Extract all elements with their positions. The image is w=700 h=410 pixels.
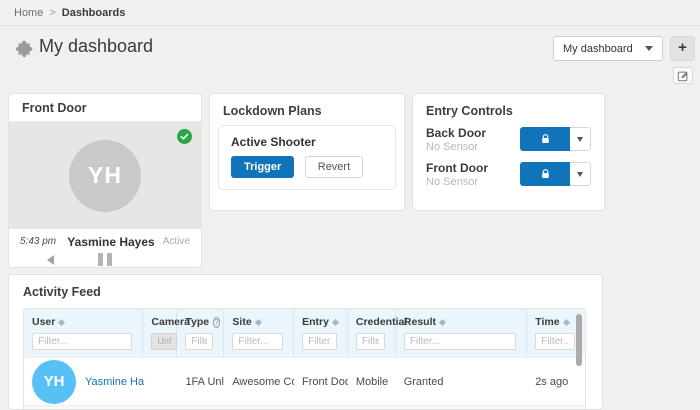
cell-type: 1FA Unlock xyxy=(185,375,224,388)
entry-name: Back Door xyxy=(426,126,487,140)
page-title: My dashboard xyxy=(39,36,154,56)
breadcrumb-separator: > xyxy=(49,6,56,19)
user-filter-input[interactable] xyxy=(32,333,133,350)
site-filter-input[interactable] xyxy=(232,333,284,350)
lock-options-button[interactable] xyxy=(570,162,591,186)
entry-filter-input[interactable] xyxy=(302,333,337,350)
front-door-title: Front Door xyxy=(9,94,201,122)
lockdown-plans-card: Lockdown Plans Active Shooter Trigger Re… xyxy=(209,93,405,211)
lock-button[interactable] xyxy=(520,127,570,151)
cell-site: Awesome Corp xyxy=(232,375,294,388)
column-header-user[interactable]: User xyxy=(32,316,138,328)
camera-feed[interactable]: YH xyxy=(9,122,201,229)
sort-icon xyxy=(58,318,66,326)
type-filter-input[interactable] xyxy=(185,333,214,350)
chevron-down-icon xyxy=(645,46,653,51)
breadcrumb-current: Dashboards xyxy=(61,6,126,19)
sort-icon xyxy=(254,318,262,326)
column-header-entry[interactable]: Entry xyxy=(302,316,343,328)
time-filter-input[interactable] xyxy=(535,333,576,350)
next-row-partial xyxy=(24,406,585,409)
entry-row-back-door: Back Door No Sensor xyxy=(426,126,591,153)
revert-button[interactable]: Revert xyxy=(304,156,364,178)
lockdown-plans-title: Lockdown Plans xyxy=(223,104,322,118)
sort-icon xyxy=(331,318,339,326)
lock-options-button[interactable] xyxy=(570,127,591,151)
lock-icon xyxy=(541,134,549,143)
column-header-time[interactable]: Time xyxy=(535,316,581,328)
activity-feed-title: Activity Feed xyxy=(23,285,101,299)
entry-sensor-status: No Sensor xyxy=(426,141,478,153)
entry-name: Front Door xyxy=(426,161,488,175)
pause-icon[interactable] xyxy=(98,253,112,266)
sort-icon xyxy=(438,318,447,326)
breadcrumb-home[interactable]: Home xyxy=(14,6,44,19)
column-header-site[interactable]: Site xyxy=(232,316,289,328)
entry-row-front-door: Front Door No Sensor xyxy=(426,161,591,188)
chevron-down-icon xyxy=(577,136,583,142)
user-name-link[interactable]: Yasmine Hayes xyxy=(85,375,144,388)
cell-credential: Mobile xyxy=(355,375,389,388)
column-header-camera: Camera xyxy=(151,316,190,328)
edit-dashboard-button[interactable] xyxy=(673,67,693,84)
camera-filter-button[interactable]: Unf xyxy=(151,333,178,350)
column-header-type[interactable]: Type ? xyxy=(185,316,226,328)
table-header: User Camera Unf Type ? xyxy=(24,309,585,358)
credential-filter-input[interactable] xyxy=(355,333,385,350)
add-dashboard-button[interactable]: + xyxy=(670,36,695,61)
event-user-name: Yasmine Hayes xyxy=(67,234,155,249)
status-badge: Active xyxy=(162,236,190,247)
help-icon: ? xyxy=(213,316,220,328)
trigger-button[interactable]: Trigger xyxy=(231,156,295,178)
entry-controls-title: Entry Controls xyxy=(426,104,513,118)
avatar: YH xyxy=(32,359,76,404)
avatar: YH xyxy=(69,139,141,212)
chevron-down-icon xyxy=(577,171,583,177)
cell-result: Granted xyxy=(403,375,444,388)
column-header-result[interactable]: Result xyxy=(404,316,522,328)
lockdown-plan-item: Active Shooter Trigger Revert xyxy=(218,125,396,190)
column-header-credential[interactable]: Credential xyxy=(356,316,414,328)
previous-icon[interactable] xyxy=(47,255,54,265)
breadcrumb: Home > Dashboards xyxy=(0,0,700,26)
dashboard-select-value: My dashboard xyxy=(563,42,633,55)
lock-icon xyxy=(541,169,549,178)
pencil-icon xyxy=(677,71,688,81)
lock-button[interactable] xyxy=(520,162,570,186)
table-row: YH Yasmine Hayes 1FA Unlock Awesome Corp… xyxy=(24,358,585,406)
dashboard-select[interactable]: My dashboard xyxy=(553,36,663,61)
front-door-card: Front Door YH 5:43 pm Yasmine Hayes Acti… xyxy=(8,93,202,268)
entry-sensor-status: No Sensor xyxy=(426,176,478,188)
entry-controls-card: Entry Controls Back Door No Sensor Front… xyxy=(412,93,605,211)
puzzle-icon xyxy=(15,40,33,58)
playback-controls xyxy=(9,252,201,270)
cell-entry: Front Door xyxy=(302,375,348,388)
event-time: 5:43 pm xyxy=(20,236,57,247)
plan-name: Active Shooter xyxy=(231,135,316,149)
activity-table: User Camera Unf Type ? xyxy=(23,308,586,409)
result-filter-input[interactable] xyxy=(403,333,517,350)
activity-feed-card: Activity Feed User Camera Unf Type ? xyxy=(8,274,603,410)
online-status-icon xyxy=(177,129,192,144)
cell-time: 2s ago xyxy=(535,375,569,388)
sort-icon xyxy=(562,318,570,326)
table-scrollbar[interactable] xyxy=(576,314,582,366)
